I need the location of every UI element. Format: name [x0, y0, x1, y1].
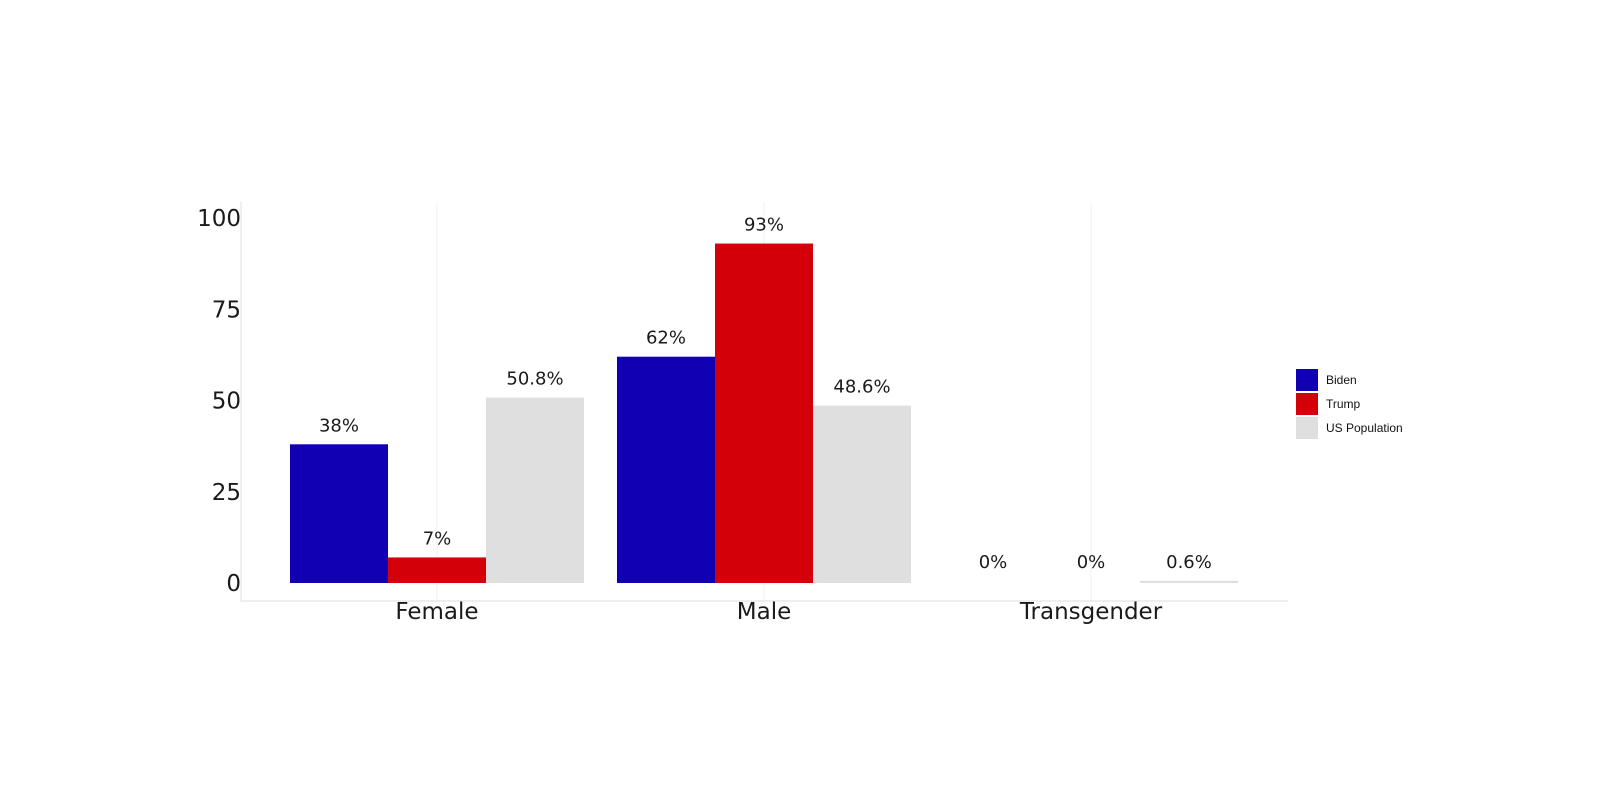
bar-female-trump [388, 557, 486, 583]
data-label-male-trump: 93% [744, 215, 784, 236]
y-tick-label: 25 [212, 480, 241, 506]
data-label-female-us-population: 50.8% [506, 369, 563, 390]
y-tick-label: 50 [212, 389, 241, 415]
x-tick-label-female: Female [395, 599, 478, 625]
legend-label-trump: Trump [1326, 397, 1361, 411]
bars [290, 243, 1238, 584]
bar-female-biden [290, 444, 388, 583]
bar-female-us-population [486, 397, 584, 583]
y-tick-label: 75 [212, 297, 241, 323]
legend-swatch-us-population [1296, 417, 1318, 439]
data-label-male-us-population: 48.6% [833, 377, 890, 398]
y-tick-labels: 0 25 50 75 100 [197, 206, 241, 597]
data-label-transgender-trump: 0% [1077, 552, 1106, 573]
data-labels: 38% 7% 50.8% 62% 93% 48.6% 0% 0% 0.6% [319, 215, 1212, 573]
x-tick-label-transgender: Transgender [1019, 599, 1163, 625]
data-label-transgender-us-population: 0.6% [1166, 552, 1212, 573]
legend-swatch-trump [1296, 393, 1318, 415]
legend-swatch-biden [1296, 369, 1318, 391]
legend-label-us-population: US Population [1326, 421, 1403, 435]
legend-label-biden: Biden [1326, 373, 1357, 387]
category-labels: Female Male Transgender [395, 599, 1162, 625]
data-label-transgender-biden: 0% [979, 552, 1008, 573]
y-tick-label: 100 [197, 206, 241, 232]
bar-male-us-population [813, 405, 911, 583]
data-label-female-trump: 7% [423, 528, 452, 549]
x-tick-label-male: Male [737, 599, 791, 625]
legend: Biden Trump US Population [1296, 369, 1403, 439]
bar-male-biden [617, 356, 715, 583]
bar-transgender-us-population [1140, 580, 1238, 583]
axes [240, 202, 1288, 602]
data-label-male-biden: 62% [646, 328, 686, 349]
bar-male-trump [715, 243, 813, 584]
y-tick-label: 0 [226, 571, 241, 597]
data-label-female-biden: 38% [319, 415, 359, 436]
